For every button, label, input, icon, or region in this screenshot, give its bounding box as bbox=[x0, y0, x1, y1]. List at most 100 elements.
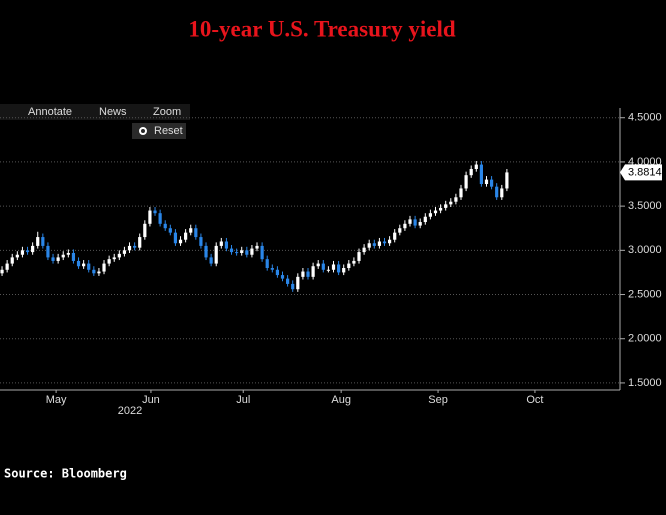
candle-body bbox=[178, 239, 183, 244]
candle-body bbox=[372, 243, 376, 246]
candle-body bbox=[331, 264, 336, 270]
candle-body bbox=[454, 197, 458, 202]
candle-body bbox=[489, 179, 494, 187]
candle-body bbox=[367, 243, 371, 248]
candle-body bbox=[342, 268, 346, 273]
y-tick-label: 3.0000 bbox=[628, 244, 662, 256]
candle-body bbox=[286, 278, 290, 284]
candle-body bbox=[117, 253, 121, 258]
candle-body bbox=[10, 257, 14, 264]
candle-body bbox=[245, 250, 249, 255]
candle-body bbox=[173, 232, 178, 244]
candle-body bbox=[46, 245, 50, 258]
candle-body bbox=[296, 276, 300, 290]
candle-body bbox=[143, 223, 147, 238]
candle-body bbox=[240, 250, 244, 253]
year-label: 2022 bbox=[118, 405, 142, 417]
candle-body bbox=[347, 263, 351, 269]
x-tick-label: Jul bbox=[236, 394, 250, 406]
y-tick-label: 2.0000 bbox=[628, 333, 662, 345]
candle-body bbox=[235, 252, 239, 254]
candle-body bbox=[224, 241, 229, 249]
candle-body bbox=[408, 219, 412, 224]
candle-body bbox=[184, 232, 188, 240]
candle-body bbox=[270, 268, 274, 270]
candle-body bbox=[51, 257, 55, 261]
toolbar-reset[interactable]: Reset bbox=[154, 125, 183, 137]
candle-body bbox=[122, 250, 127, 254]
candle-body bbox=[36, 237, 40, 246]
candle-body bbox=[433, 210, 438, 214]
candle-body bbox=[260, 245, 264, 260]
reset-button[interactable] bbox=[132, 123, 186, 139]
candle-body bbox=[97, 271, 101, 274]
candle-body bbox=[76, 260, 81, 267]
candle-body bbox=[112, 257, 116, 260]
candle-body bbox=[306, 271, 310, 277]
y-tick-label: 1.5000 bbox=[628, 377, 662, 389]
candle-body bbox=[382, 241, 387, 244]
chart-title: 10-year U.S. Treasury yield bbox=[188, 16, 455, 41]
candle-body bbox=[102, 263, 106, 272]
candle-body bbox=[291, 283, 295, 290]
candle-body bbox=[158, 213, 162, 224]
candle-body bbox=[469, 168, 473, 176]
candle-body bbox=[138, 237, 142, 248]
candle-body bbox=[219, 241, 223, 246]
candle-body bbox=[280, 275, 285, 279]
candle-body bbox=[250, 248, 254, 255]
candle-body bbox=[255, 245, 259, 249]
candle-body bbox=[214, 245, 218, 264]
candle-body bbox=[92, 269, 96, 274]
candle-body bbox=[265, 259, 269, 269]
y-tick-label: 4.5000 bbox=[628, 112, 662, 124]
candle-body bbox=[5, 263, 9, 270]
reset-icon bbox=[139, 127, 147, 135]
candle-body bbox=[204, 245, 208, 258]
last-value-tag bbox=[620, 164, 662, 181]
candle-body bbox=[413, 219, 417, 226]
candle-body bbox=[500, 188, 504, 198]
candle-body bbox=[66, 252, 70, 255]
candle-body bbox=[357, 252, 361, 261]
candle-body bbox=[398, 228, 402, 233]
candle-body bbox=[449, 201, 453, 205]
candle-body bbox=[199, 237, 203, 246]
candle-body bbox=[20, 250, 25, 255]
candle-body bbox=[316, 263, 320, 267]
candle-body bbox=[153, 210, 157, 214]
candle-body bbox=[133, 245, 137, 248]
candle-body bbox=[41, 237, 45, 246]
candle-body bbox=[31, 245, 35, 253]
candle-body bbox=[275, 269, 280, 276]
candle-body bbox=[311, 266, 315, 277]
candle-body bbox=[61, 254, 65, 258]
candle-body bbox=[15, 254, 19, 258]
source: Source: Bloomberg bbox=[4, 467, 127, 481]
candle-body bbox=[428, 213, 432, 217]
candle-body bbox=[479, 164, 483, 185]
toolbar-zoom[interactable]: Zoom bbox=[153, 106, 181, 118]
y-tick-label: 2.5000 bbox=[628, 288, 662, 300]
candle-body bbox=[301, 271, 305, 277]
candle-body bbox=[362, 247, 366, 253]
candle-body bbox=[25, 250, 30, 253]
candle-body bbox=[148, 210, 152, 224]
toolbar-annotate[interactable]: Annotate bbox=[28, 106, 72, 118]
candle-body bbox=[352, 260, 356, 264]
candle-body bbox=[464, 175, 468, 189]
candle-body bbox=[337, 264, 341, 273]
candle-body bbox=[474, 164, 478, 169]
candle-body bbox=[321, 263, 325, 270]
toolbar-news[interactable]: News bbox=[99, 106, 127, 118]
candle-body bbox=[168, 228, 172, 233]
candle-body bbox=[505, 172, 509, 189]
x-tick-label: Sep bbox=[428, 394, 448, 406]
candle-body bbox=[388, 239, 392, 244]
candle-body bbox=[495, 186, 499, 198]
x-tick-label: Oct bbox=[526, 394, 543, 406]
candle-body bbox=[107, 259, 111, 264]
candle-body bbox=[209, 257, 213, 264]
